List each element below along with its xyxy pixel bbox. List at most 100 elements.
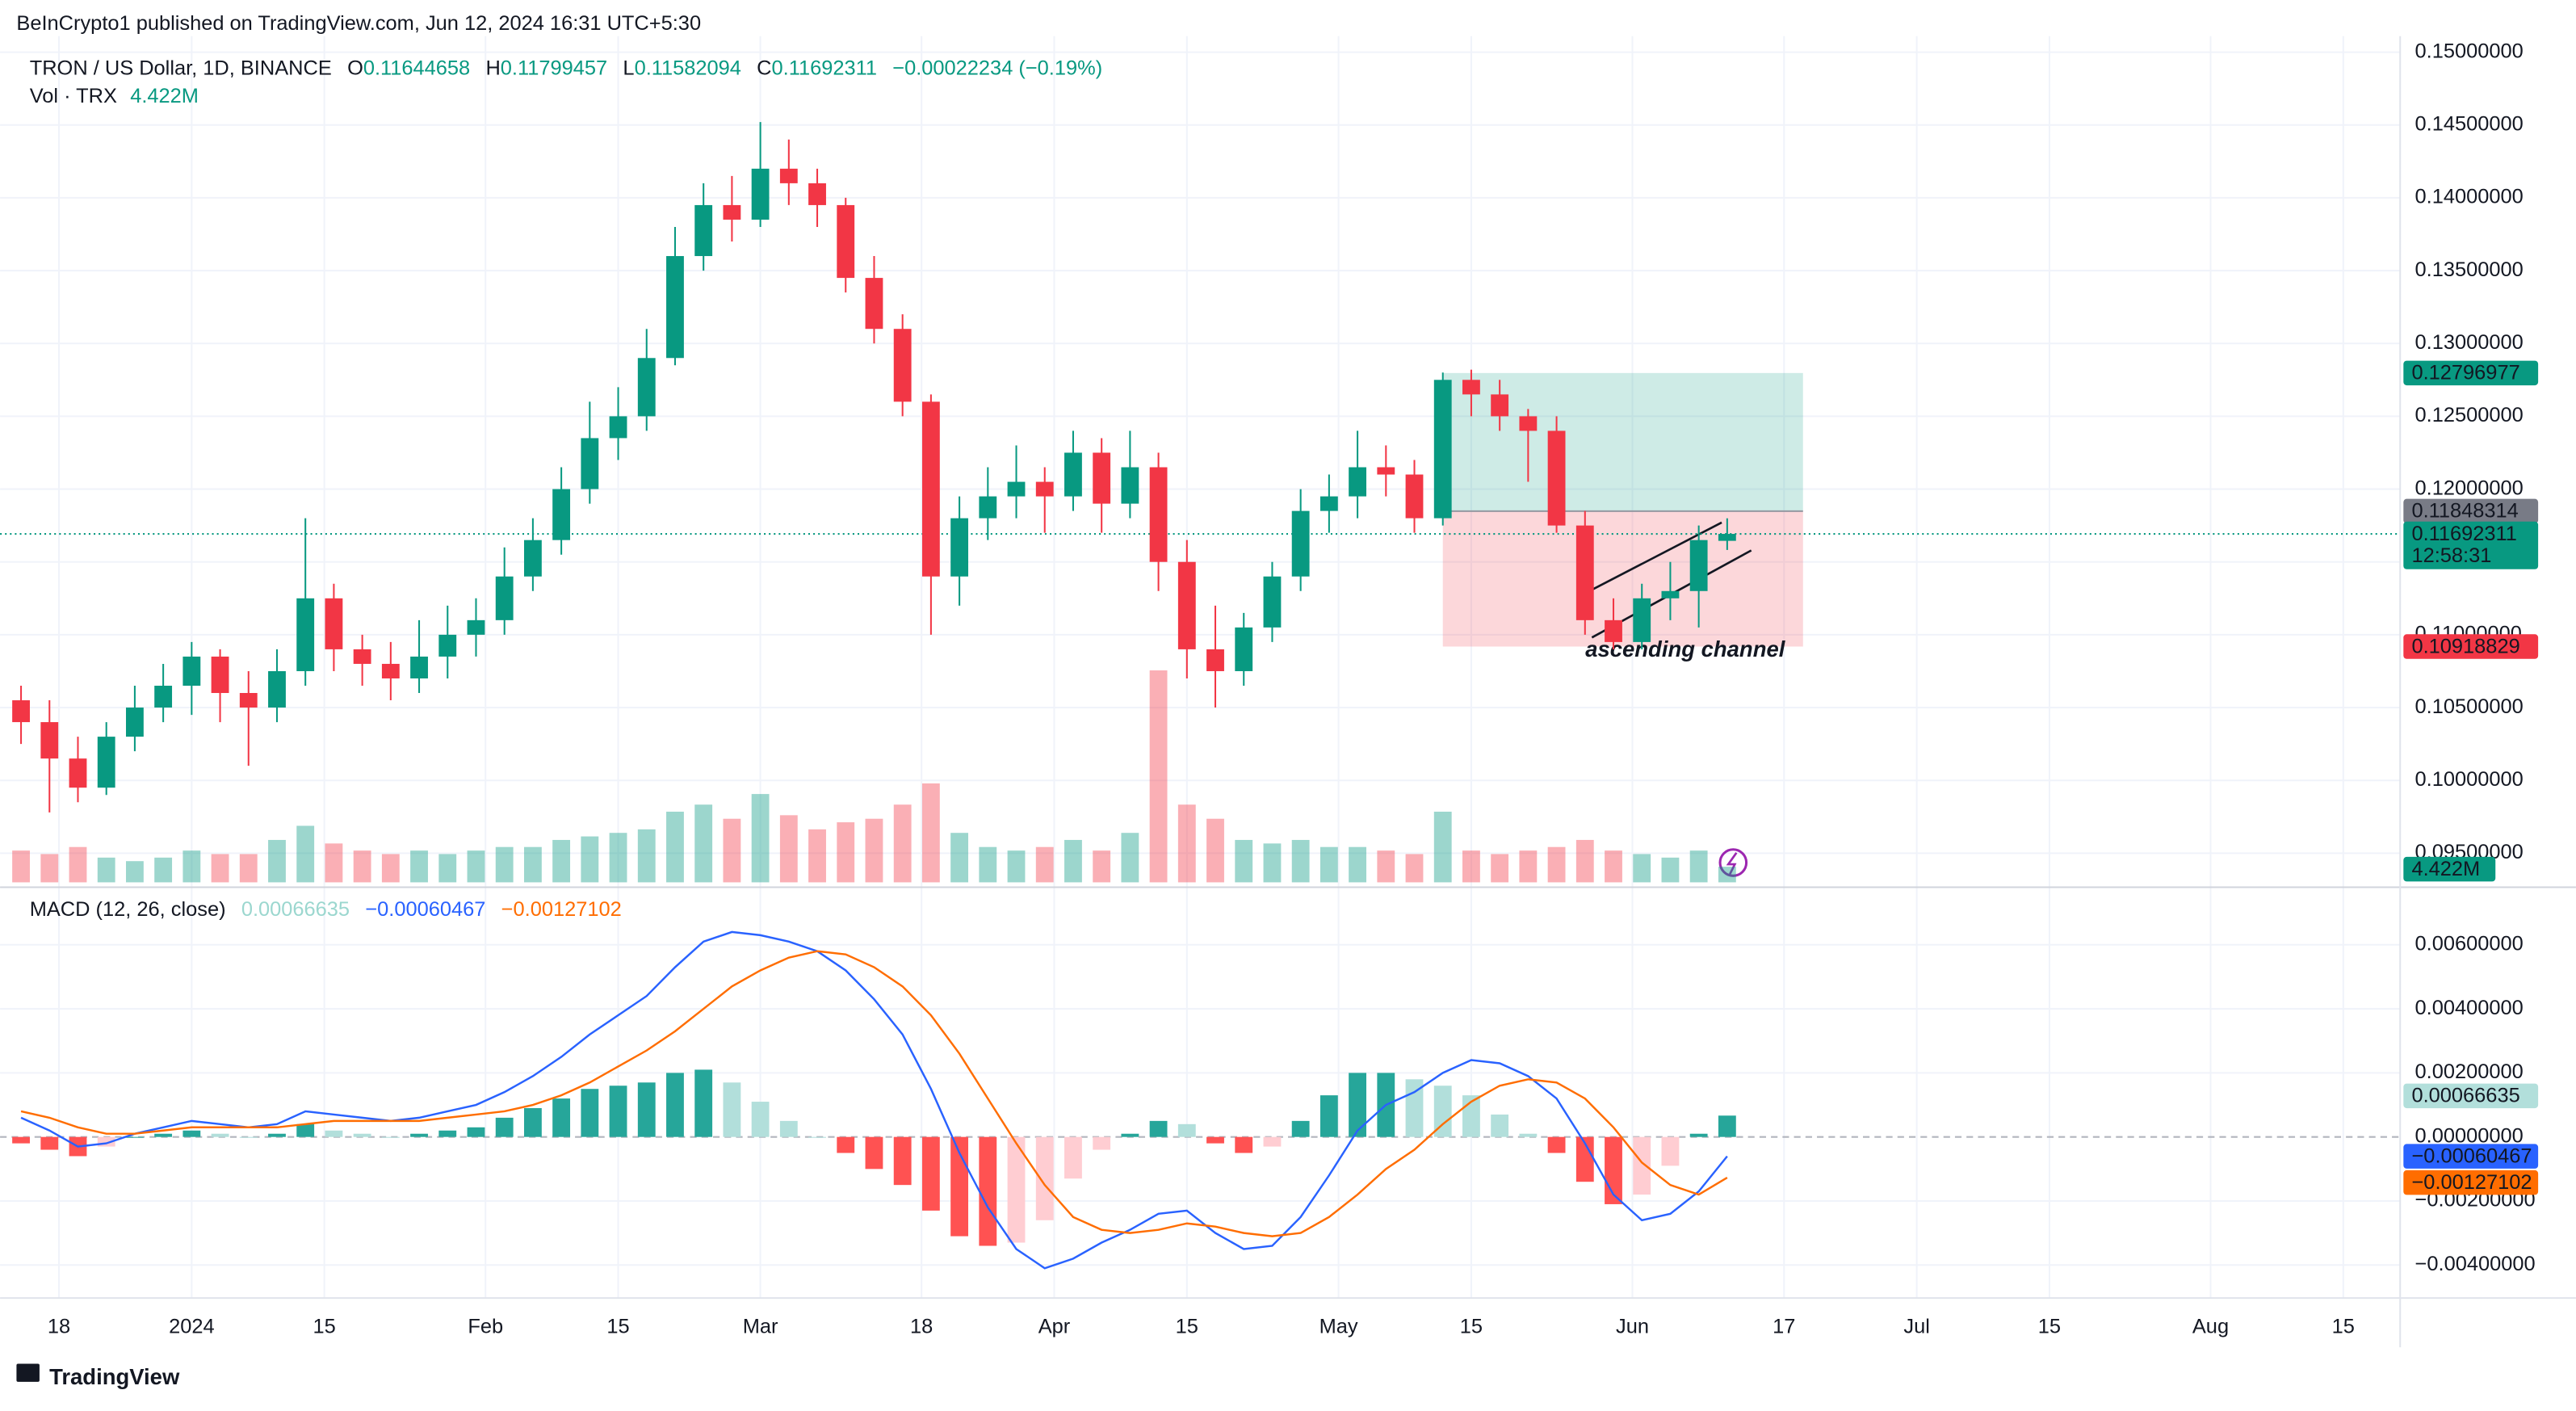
candle-body	[1689, 540, 1708, 591]
histogram-bar	[1718, 1115, 1736, 1137]
stop-badge	[2403, 634, 2539, 659]
volume-bar	[1093, 850, 1111, 883]
candle-body	[1263, 576, 1282, 628]
candle-body	[154, 686, 173, 708]
x-tick-label: 15	[2332, 1315, 2355, 1338]
volume-bar	[1661, 857, 1680, 883]
x-tick-label: 18	[48, 1315, 70, 1338]
volume-bar	[979, 846, 997, 883]
volume-bar	[921, 783, 940, 883]
histogram-bar	[12, 1136, 30, 1144]
volume-bar	[1377, 850, 1395, 883]
volume-name: Vol · TRX	[30, 85, 117, 107]
volume-bar	[296, 825, 315, 883]
volume-bar	[381, 854, 400, 883]
macd-badge	[2403, 1144, 2539, 1169]
candle-body	[1462, 380, 1480, 395]
histogram-bar	[1007, 1136, 1026, 1243]
candle-body	[1064, 452, 1082, 497]
candle-body	[1405, 474, 1424, 519]
open-value: 0.11644658	[363, 57, 470, 79]
histogram-bar	[552, 1098, 571, 1137]
candle-body	[552, 489, 571, 540]
candle-body	[1718, 534, 1736, 541]
histogram-bar	[495, 1117, 514, 1137]
volume-bar	[1121, 833, 1139, 883]
histogram-bar	[154, 1133, 173, 1137]
candle-body	[1291, 510, 1310, 577]
x-tick-label: 2024	[169, 1315, 215, 1338]
histogram-bar	[1349, 1073, 1367, 1137]
candle-body	[1319, 496, 1338, 511]
x-tick-label: Jun	[1616, 1315, 1649, 1338]
volume-bar	[1263, 843, 1282, 883]
volume-bar	[410, 850, 428, 883]
candle-body	[125, 708, 144, 737]
candle-body	[523, 540, 542, 577]
x-tick-label: 17	[1773, 1315, 1795, 1338]
alert-icon[interactable]	[1718, 848, 1748, 877]
x-tick-label: Aug	[2192, 1315, 2229, 1338]
histogram-bar	[1064, 1136, 1082, 1179]
hist-last: 0.00066635	[241, 898, 350, 921]
histogram-bar	[211, 1133, 229, 1137]
x-tick-label: 15	[606, 1315, 629, 1338]
candle-body	[211, 656, 229, 694]
histogram-bar	[779, 1120, 798, 1137]
y-tick-label: 0.14500000	[2415, 112, 2524, 135]
signal-last: −0.00127102	[501, 898, 622, 921]
y-tick-label: 0.12500000	[2415, 404, 2524, 426]
histogram-bar	[125, 1136, 144, 1138]
target-badge-label: 0.12796977	[2411, 362, 2519, 384]
footer-brand: TradingView	[49, 1364, 180, 1389]
histogram-bar	[183, 1130, 201, 1137]
histogram-bar	[438, 1130, 457, 1137]
x-tick-label: Feb	[468, 1315, 503, 1338]
macd-line	[20, 930, 1728, 1270]
candle-body	[40, 722, 59, 759]
volume-bar	[666, 811, 684, 883]
volume-bar	[1319, 846, 1338, 883]
candle-body	[723, 204, 741, 220]
symbol-title: TRON / US Dollar, 1D, BINANCE	[30, 57, 332, 79]
candle-body	[1547, 430, 1566, 526]
macd-last: −0.00060467	[365, 898, 485, 921]
candle-body	[353, 649, 371, 664]
volume-bar	[125, 861, 144, 883]
volume-bar	[1718, 867, 1736, 883]
histogram-bar	[353, 1133, 371, 1137]
candle-body	[1575, 525, 1594, 620]
histogram-bar	[865, 1136, 883, 1170]
volume-bar	[1405, 854, 1424, 883]
volume-badge-label: 4.422M	[2411, 858, 2480, 880]
volume-bar	[1605, 850, 1622, 883]
volume-bar	[1235, 839, 1253, 883]
volume-bar	[325, 843, 343, 883]
histogram-bar	[1519, 1133, 1538, 1137]
histogram-bar	[1206, 1136, 1224, 1144]
histogram-bar	[325, 1130, 343, 1137]
candle-body	[1235, 627, 1253, 671]
candle-body	[1491, 394, 1509, 417]
candle-body	[183, 656, 201, 686]
candle-body	[837, 204, 855, 279]
volume-bar	[1149, 670, 1168, 883]
macd-badge-label: −0.00060467	[2411, 1144, 2532, 1167]
x-tick-label: 15	[2038, 1315, 2061, 1338]
candle-body	[325, 598, 343, 649]
stop-badge-label: 0.10918829	[2411, 635, 2519, 657]
volume-bar	[581, 836, 599, 883]
histogram-bar	[1575, 1136, 1594, 1182]
candle-body	[1149, 467, 1168, 562]
y-tick-label: 0.12000000	[2415, 477, 2524, 499]
x-tick-label: 15	[1176, 1315, 1198, 1338]
entry-badge	[2403, 498, 2539, 524]
volume-bar	[609, 833, 627, 883]
candle-body	[1007, 481, 1026, 497]
y-tick-label: 0.14000000	[2415, 186, 2524, 208]
volume-bar	[694, 804, 713, 883]
candle-body	[1605, 619, 1622, 642]
volume-bar	[495, 846, 514, 883]
volume-bar	[268, 839, 286, 883]
